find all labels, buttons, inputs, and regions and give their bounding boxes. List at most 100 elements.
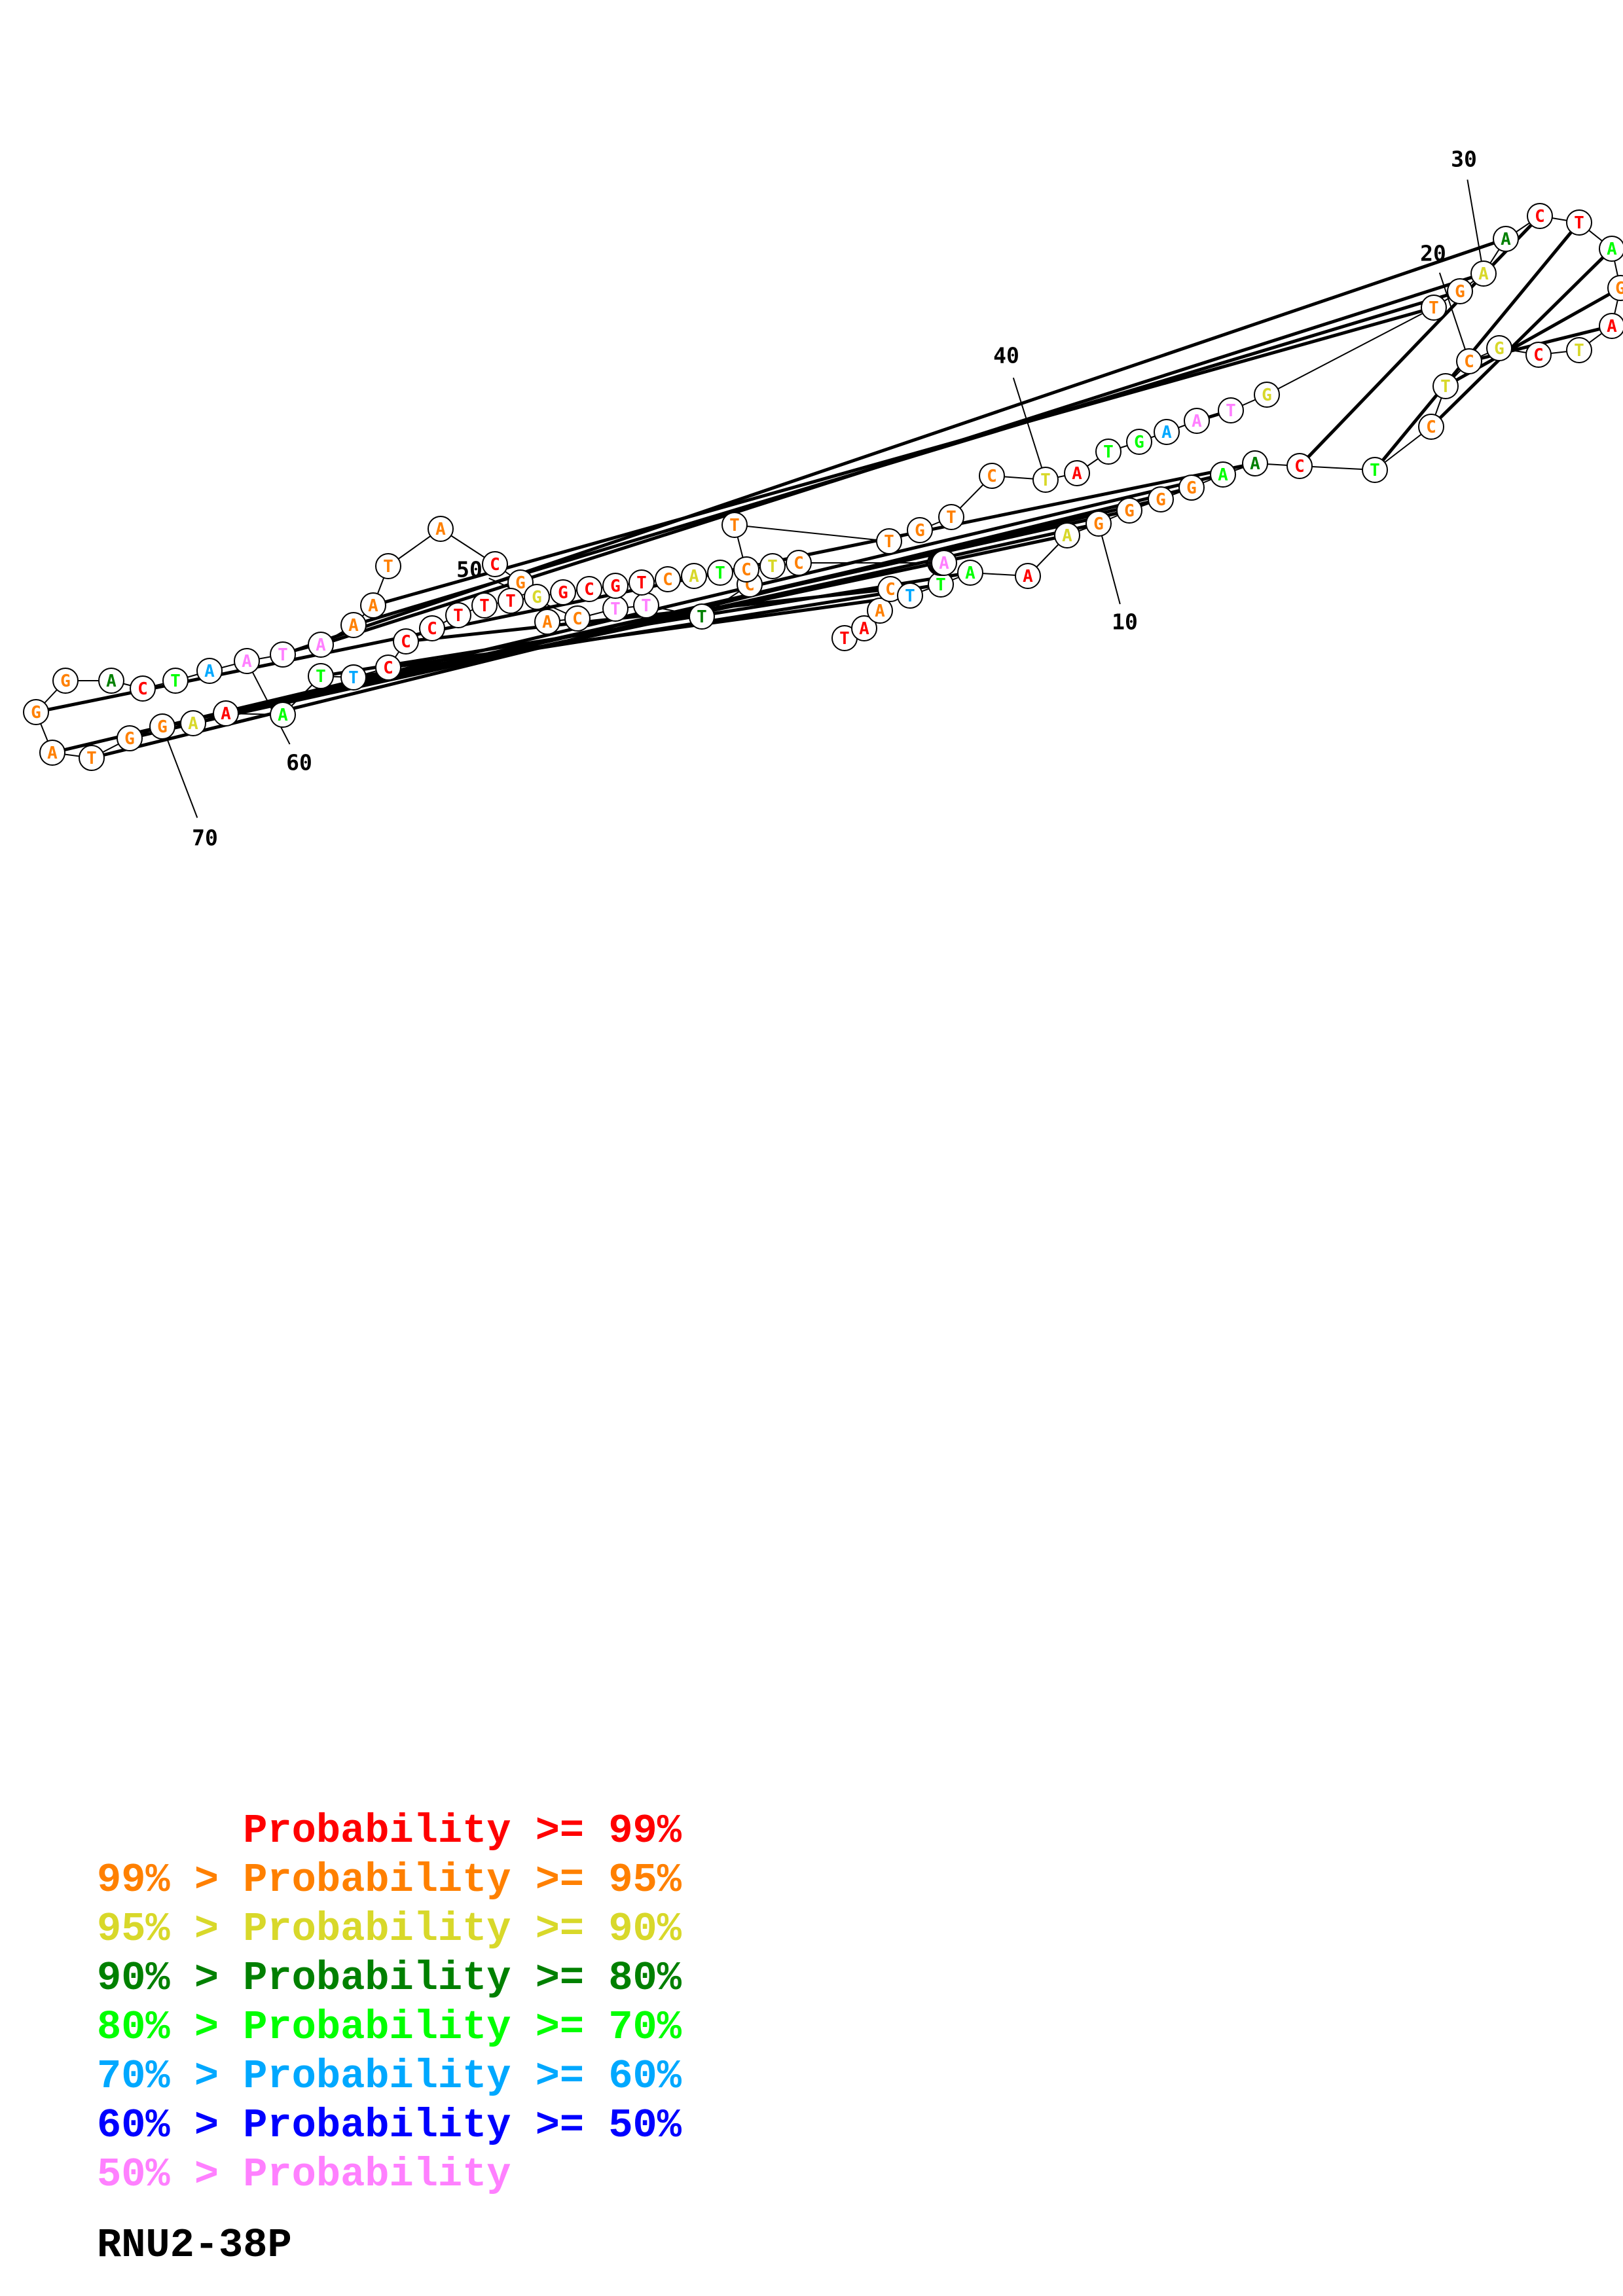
nucleotide-base: A — [1607, 317, 1617, 336]
nucleotide-base: C — [885, 580, 896, 600]
nucleotide-circle — [419, 615, 445, 641]
nucleotide-50: C — [564, 605, 591, 632]
nucleotide-8: A — [1015, 563, 1041, 589]
nucleotide-base: C — [1533, 346, 1544, 365]
nucleotide-circle — [270, 702, 296, 728]
nucleotide-19: T — [1432, 373, 1459, 399]
nucleotide-80: T — [471, 592, 498, 619]
nucleotide-23: T — [1566, 337, 1592, 363]
nucleotide-base: G — [1262, 386, 1272, 405]
nucleotide-circle — [196, 658, 223, 684]
nucleotide-49: T — [602, 596, 629, 622]
nucleotide-25: G — [1607, 275, 1623, 301]
nucleotide-circle — [340, 612, 367, 638]
nucleotide-base: G — [1615, 279, 1623, 298]
nucleotide-circle — [1566, 337, 1592, 363]
position-tick — [1467, 179, 1484, 274]
nucleotide-71: A — [180, 710, 206, 736]
nucleotide-6: T — [928, 571, 954, 598]
nucleotide-circle — [52, 668, 79, 694]
nucleotide-base: T — [1574, 213, 1584, 233]
legend-prefix — [97, 1808, 243, 1854]
nucleotide-base: A — [435, 520, 446, 539]
nucleotide-base: T — [641, 596, 651, 616]
nucleotide-32: T — [1421, 295, 1447, 321]
legend-label: Probability >= 80% — [243, 1955, 682, 2001]
nucleotide-base: A — [204, 662, 215, 681]
position-number: 10 — [1112, 609, 1138, 635]
legend-prefix: 99% > — [97, 1857, 244, 1903]
position-tick — [1438, 272, 1470, 362]
nucleotide-13: G — [1178, 475, 1205, 501]
nucleotide-47: T — [689, 603, 715, 630]
nucleotide-9: A — [1054, 522, 1080, 548]
nucleotide-base: C — [741, 560, 752, 580]
nucleotide-base: C — [987, 467, 997, 486]
legend-row: 50% > Probability — [97, 2150, 682, 2199]
nucleotide-base: G — [1156, 490, 1166, 510]
nucleotide-circle — [1242, 450, 1268, 476]
nucleotide-26: A — [1599, 236, 1623, 262]
nucleotide-4: C — [877, 576, 903, 602]
nucleotide-circle — [340, 664, 367, 691]
nucleotide-21: G — [1486, 335, 1512, 361]
nucleotide-circle — [681, 563, 707, 589]
nucleotide-base: A — [1023, 567, 1033, 586]
nucleotide-base: G — [610, 577, 621, 596]
nucleotide-circle — [1527, 203, 1553, 229]
position-ticks: 10 20 30 40 50 60 70 — [162, 147, 1484, 851]
nucleotide-base: G — [1494, 339, 1504, 359]
nucleotide-circle — [907, 517, 933, 543]
legend-row: 70% > Probability >= 60% — [97, 2052, 682, 2101]
nucleotide-33: G — [1254, 382, 1280, 408]
nucleotide-85: G — [602, 573, 629, 599]
nucleotide-base: C — [490, 555, 500, 575]
nucleotide-circle — [428, 516, 454, 542]
nucleotide-circle — [1184, 408, 1210, 434]
nucleotide-circle — [876, 528, 902, 554]
nucleotide-17: T — [1362, 457, 1388, 483]
base-pair-line — [1430, 247, 1613, 428]
nucleotide-35: A — [1184, 408, 1210, 434]
nucleotide-circle — [270, 641, 296, 668]
nucleotide-circle — [162, 668, 189, 694]
nucleotide-56: A — [360, 592, 386, 619]
nucleotide-circle — [655, 566, 681, 592]
base-pair-line — [91, 486, 1192, 760]
nucleotide-base: C — [1464, 352, 1474, 372]
molecule-title: RNU2-38P — [97, 2222, 292, 2269]
base-pair-line — [353, 289, 1461, 627]
nucleotide-base: C — [793, 554, 804, 573]
legend-label: Probability >= 90% — [243, 1906, 682, 1952]
nucleotide-86: T — [629, 569, 655, 596]
nucleotide-29: A — [1493, 226, 1519, 252]
nucleotide-circle — [1447, 278, 1473, 304]
nucleotide-base: C — [401, 632, 411, 652]
nucleotide-64: A — [98, 668, 124, 694]
nucleotide-base: C — [383, 658, 393, 678]
nucleotide-circle — [1015, 563, 1041, 589]
nucleotide-67: A — [39, 740, 65, 766]
nucleotide-circle — [1064, 460, 1090, 486]
nucleotide-16: C — [1286, 453, 1313, 479]
nucleotide-base: G — [1186, 478, 1197, 498]
nucleotide-58: A — [308, 632, 334, 658]
nucleotide-60: A — [234, 648, 260, 674]
nucleotide-38: T — [1095, 439, 1122, 465]
nucleotide-circle — [1286, 453, 1313, 479]
nucleotide-24: A — [1599, 313, 1623, 339]
nucleotide-96: A — [931, 550, 957, 576]
nucleotide-circle — [851, 615, 877, 641]
nucleotide-79: T — [445, 602, 471, 628]
nucleotide-base: A — [106, 672, 117, 691]
nucleotide-base: T — [505, 592, 516, 611]
nucleotide-circle — [707, 560, 733, 586]
nucleotide-circle — [979, 463, 1005, 489]
nucleotide-circle — [1493, 226, 1519, 252]
nucleotide-34: T — [1218, 397, 1244, 423]
nucleotide-base: T — [1226, 401, 1236, 421]
nucleotide-base: C — [663, 570, 673, 590]
nucleotide-base: A — [859, 619, 869, 639]
nucleotide-base: A — [689, 567, 699, 586]
